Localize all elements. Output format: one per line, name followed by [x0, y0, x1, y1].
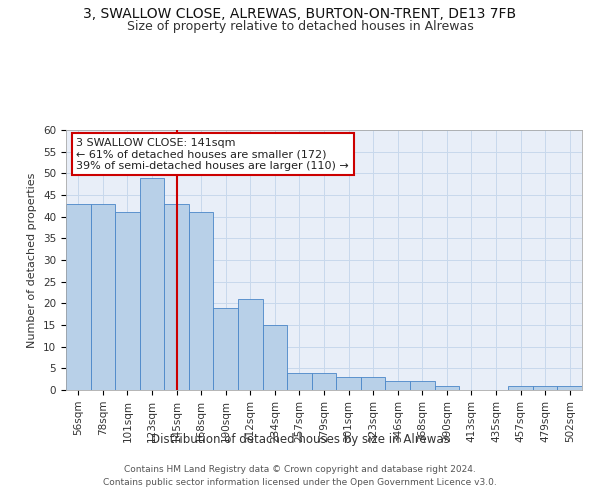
Bar: [140, 178, 164, 390]
Bar: [238, 299, 263, 390]
Bar: [361, 377, 385, 390]
Text: 3, SWALLOW CLOSE, ALREWAS, BURTON-ON-TRENT, DE13 7FB: 3, SWALLOW CLOSE, ALREWAS, BURTON-ON-TRE…: [83, 6, 517, 20]
Text: 3 SWALLOW CLOSE: 141sqm
← 61% of detached houses are smaller (172)
39% of semi-d: 3 SWALLOW CLOSE: 141sqm ← 61% of detache…: [76, 138, 349, 171]
Y-axis label: Number of detached properties: Number of detached properties: [28, 172, 37, 348]
Bar: [189, 212, 214, 390]
Bar: [164, 204, 189, 390]
Bar: [336, 377, 361, 390]
Bar: [434, 386, 459, 390]
Bar: [533, 386, 557, 390]
Text: Contains public sector information licensed under the Open Government Licence v3: Contains public sector information licen…: [103, 478, 497, 487]
Text: Size of property relative to detached houses in Alrewas: Size of property relative to detached ho…: [127, 20, 473, 33]
Bar: [385, 382, 410, 390]
Bar: [91, 204, 115, 390]
Bar: [508, 386, 533, 390]
Bar: [410, 382, 434, 390]
Bar: [557, 386, 582, 390]
Bar: [263, 325, 287, 390]
Bar: [214, 308, 238, 390]
Bar: [66, 204, 91, 390]
Bar: [115, 212, 140, 390]
Bar: [312, 372, 336, 390]
Text: Contains HM Land Registry data © Crown copyright and database right 2024.: Contains HM Land Registry data © Crown c…: [124, 466, 476, 474]
Bar: [287, 372, 312, 390]
Text: Distribution of detached houses by size in Alrewas: Distribution of detached houses by size …: [151, 432, 449, 446]
